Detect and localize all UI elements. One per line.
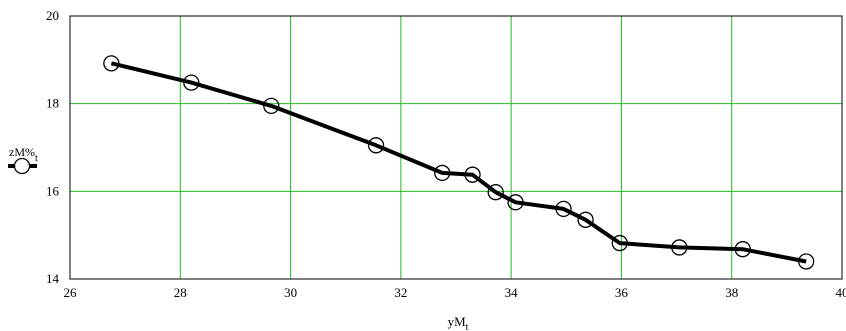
y-tick-label: 16 <box>46 183 60 198</box>
data-point <box>103 55 120 72</box>
data-point <box>798 253 815 270</box>
data-point <box>183 74 200 91</box>
data-point <box>507 194 524 211</box>
x-tick-label: 38 <box>725 285 738 300</box>
y-tick-label: 14 <box>46 271 60 286</box>
x-tick-label: 32 <box>394 285 407 300</box>
plot-frame <box>69 15 843 280</box>
x-tick-label: 26 <box>64 285 78 300</box>
x-tick-label: 30 <box>284 285 297 300</box>
x-axis-label: yMt <box>448 314 469 331</box>
data-point <box>671 239 688 256</box>
x-tick-label: 28 <box>174 285 187 300</box>
x-tick-label: 36 <box>615 285 629 300</box>
data-point <box>464 166 481 183</box>
data-point <box>367 137 385 154</box>
legend-marker-sample <box>13 157 31 175</box>
data-point <box>734 241 751 258</box>
y-tick-label: 18 <box>46 96 59 111</box>
y-axis-label-subscript: t <box>35 153 38 164</box>
y-tick-label: 20 <box>46 8 59 23</box>
data-point <box>577 211 594 228</box>
data-point <box>434 164 451 182</box>
series-line <box>110 61 807 264</box>
x-tick-label: 40 <box>836 285 846 300</box>
x-tick-label: 34 <box>505 285 519 300</box>
data-point <box>487 184 504 201</box>
data-point <box>263 97 280 115</box>
x-axis-label-subscript: t <box>466 322 469 331</box>
data-point <box>611 234 628 252</box>
data-point <box>555 200 572 218</box>
